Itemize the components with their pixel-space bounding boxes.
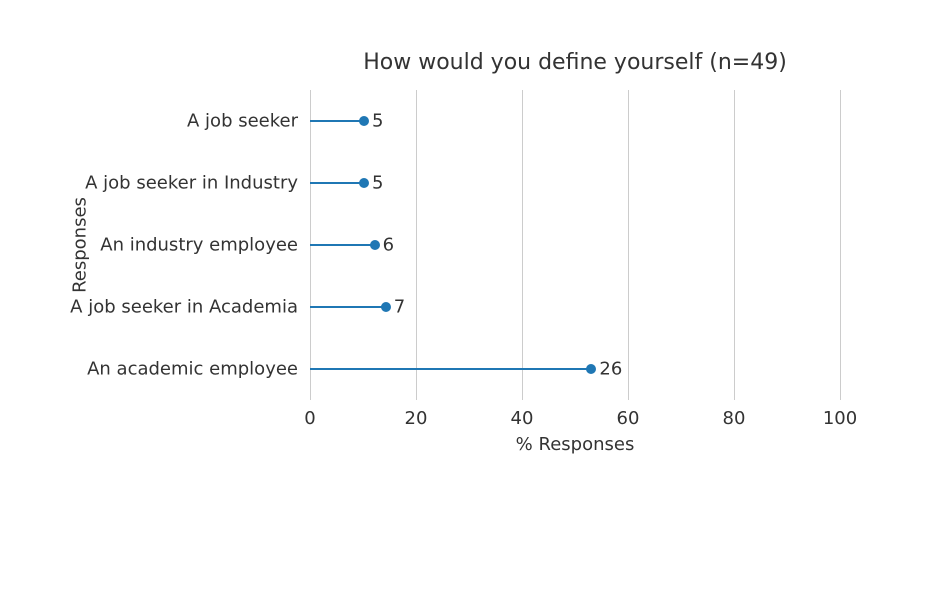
gridline-3 <box>628 90 629 400</box>
ytick-3: A job seeker in Academia <box>0 297 298 318</box>
xtick-4: 80 <box>723 408 746 429</box>
xaxis-label: % Responses <box>516 434 635 455</box>
ytick-4: An academic employee <box>0 359 298 380</box>
lolli-value-1: 5 <box>372 173 383 194</box>
chart-title: How would you define yourself (n=49) <box>363 50 787 75</box>
yaxis-label: Responses <box>70 197 91 293</box>
lolli-stem-0 <box>310 120 364 122</box>
xtick-5: 100 <box>823 408 857 429</box>
lolli-stem-1 <box>310 182 364 184</box>
lolli-stem-4 <box>310 368 591 370</box>
lolli-stem-3 <box>310 306 386 308</box>
ytick-1: A job seeker in Industry <box>0 173 298 194</box>
lolli-value-2: 6 <box>383 235 394 256</box>
xtick-3: 60 <box>617 408 640 429</box>
gridline-4 <box>734 90 735 400</box>
lolli-dot-0 <box>359 116 369 126</box>
lolli-dot-4 <box>586 364 596 374</box>
xtick-2: 40 <box>511 408 534 429</box>
lolli-value-0: 5 <box>372 111 383 132</box>
ytick-0: A job seeker <box>0 111 298 132</box>
plot-area: 5 5 6 7 26 <box>310 90 840 400</box>
xtick-0: 0 <box>304 408 315 429</box>
lollipop-chart: How would you define yourself (n=49) 5 5… <box>0 0 931 590</box>
lolli-dot-2 <box>370 240 380 250</box>
ytick-2: An industry employee <box>0 235 298 256</box>
xtick-1: 20 <box>405 408 428 429</box>
gridline-2 <box>522 90 523 400</box>
gridline-1 <box>416 90 417 400</box>
lolli-dot-3 <box>381 302 391 312</box>
gridline-5 <box>840 90 841 400</box>
lolli-stem-2 <box>310 244 375 246</box>
lolli-dot-1 <box>359 178 369 188</box>
lolli-value-3: 7 <box>394 297 405 318</box>
lolli-value-4: 26 <box>599 359 622 380</box>
